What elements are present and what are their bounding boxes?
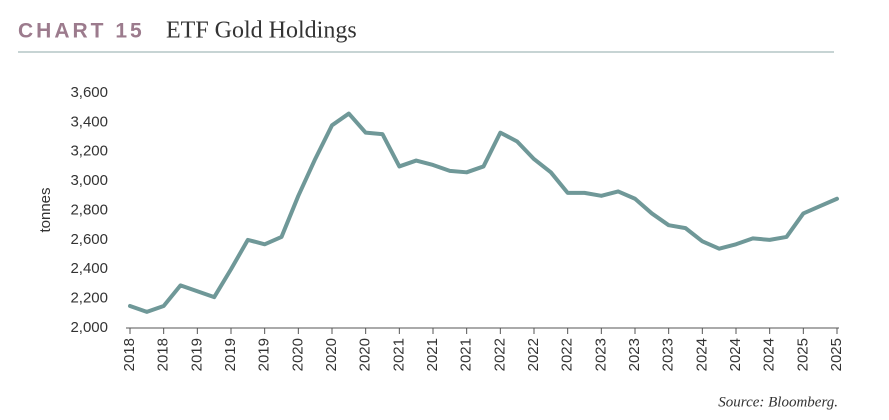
x-tick-label: 2025	[794, 338, 811, 371]
x-tick-label: 2020	[323, 338, 340, 371]
y-tick-label: 2,600	[70, 231, 108, 248]
x-tick-label: 2019	[188, 338, 205, 371]
x-tick-label: 2023	[592, 338, 609, 371]
x-tick-label: 2023	[626, 338, 643, 371]
y-tick-label: 2,400	[70, 260, 108, 277]
x-tick-label: 2022	[525, 338, 542, 371]
y-tick-label: 3,000	[70, 172, 108, 189]
y-tick-label: 2,800	[70, 201, 108, 218]
x-tick-label: 2022	[491, 338, 508, 371]
x-tick-label: 2021	[458, 338, 475, 371]
x-tick-label: 2025	[828, 338, 845, 371]
x-tick-label: 2024	[761, 338, 778, 371]
y-tick-label: 2,000	[70, 319, 108, 336]
x-tick-label: 2018	[121, 338, 138, 371]
x-tick-label: 2021	[390, 338, 407, 371]
x-tick-label: 2024	[693, 338, 710, 371]
x-tick-label: 2024	[727, 338, 744, 371]
line-series	[128, 111, 839, 314]
x-tick-label: 2020	[289, 338, 306, 371]
x-tick-label: 2018	[155, 338, 172, 371]
y-tick-label: 3,200	[70, 143, 108, 160]
y-tick-label: 3,400	[70, 113, 108, 130]
source: Source: Bloomberg.	[718, 394, 838, 410]
chart-label: CHART 15	[18, 20, 145, 43]
x-tick-label: 2019	[222, 338, 239, 371]
x-tick-label: 2022	[559, 338, 576, 371]
x-tick-label: 2020	[357, 338, 374, 371]
y-tick-label: 3,600	[70, 84, 108, 101]
x-tick-label: 2019	[256, 338, 273, 371]
chart-title: ETF Gold Holdings	[166, 18, 357, 44]
y-tick-label: 2,200	[70, 290, 108, 307]
x-tick-label: 2021	[424, 338, 441, 371]
y-axis-label: tonnes	[37, 187, 54, 232]
x-tick-label: 2023	[660, 338, 677, 371]
